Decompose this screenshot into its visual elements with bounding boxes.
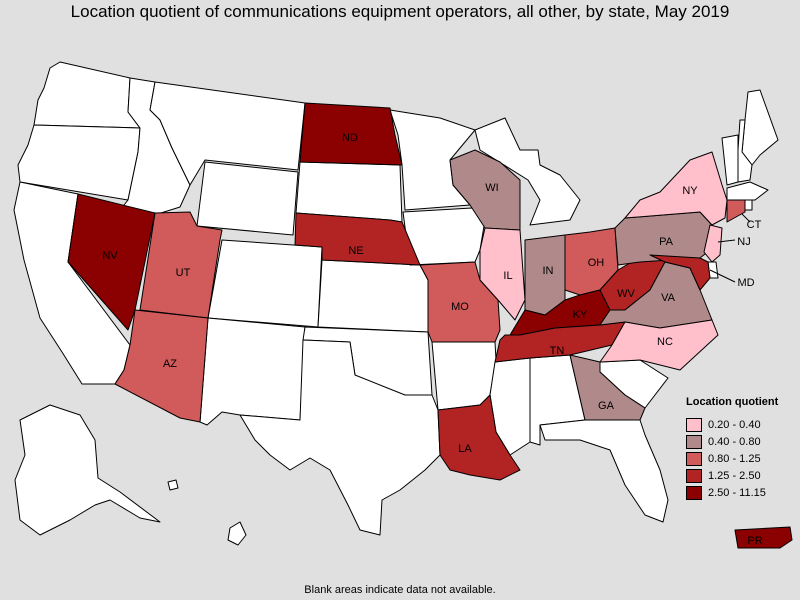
legend-item: 0.80 - 1.25	[686, 450, 778, 467]
state-ri[interactable]	[744, 199, 753, 211]
label-ga: GA	[598, 400, 615, 412]
state-tx[interactable]	[239, 339, 441, 536]
label-nc: NC	[657, 336, 673, 348]
state-ct[interactable]	[726, 199, 746, 223]
legend-item: 2.50 - 11.15	[686, 484, 778, 501]
state-mo[interactable]	[419, 261, 501, 343]
label-mo: MO	[451, 301, 469, 313]
label-ny: NY	[682, 185, 698, 197]
state-mi[interactable]	[474, 117, 581, 226]
map-title: Location quotient of communications equi…	[70, 2, 730, 21]
label-leader-lines	[709, 213, 751, 283]
legend-swatch	[686, 485, 702, 500]
label-tn: TN	[550, 345, 565, 357]
legend-label: 0.80 - 1.25	[708, 452, 761, 465]
legend-item: 0.20 - 0.40	[686, 416, 778, 433]
state-hi[interactable]	[167, 479, 179, 491]
label-oh: OH	[588, 257, 605, 269]
state-ma[interactable]	[726, 181, 769, 201]
state-ga[interactable]	[569, 354, 646, 421]
footnote: Blank areas indicate data not available.	[304, 584, 496, 596]
label-ky: KY	[573, 309, 588, 321]
state-ut[interactable]	[139, 211, 223, 319]
state-nm[interactable]	[199, 317, 306, 426]
label-az: AZ	[163, 358, 177, 370]
legend-swatch	[686, 468, 702, 483]
state-nc[interactable]	[599, 319, 719, 371]
label-nj: NJ	[737, 236, 750, 248]
state-ny[interactable]	[624, 151, 728, 226]
map-legend: Location quotient 0.20 - 0.40 0.40 - 0.8…	[686, 396, 778, 501]
state-fl[interactable]	[539, 419, 669, 523]
legend-label: 1.25 - 2.50	[708, 469, 761, 482]
state-sd[interactable]	[295, 161, 403, 223]
label-ct: CT	[747, 219, 762, 231]
legend-title: Location quotient	[686, 396, 779, 408]
legend-swatch	[686, 451, 702, 466]
legend-swatch	[686, 417, 702, 432]
label-il: IL	[503, 270, 512, 282]
legend-item: 0.40 - 0.80	[686, 433, 778, 450]
label-ne: NE	[348, 245, 363, 257]
state-nj[interactable]	[703, 224, 723, 263]
state-wa[interactable]	[33, 61, 141, 129]
legend-label: 2.50 - 11.15	[708, 486, 766, 499]
legend-label: 0.40 - 0.80	[708, 435, 761, 448]
state-wy[interactable]	[196, 161, 299, 236]
state-ne[interactable]	[294, 212, 421, 266]
label-wi: WI	[485, 182, 498, 194]
label-md: MD	[737, 277, 754, 289]
legend-swatch	[686, 434, 702, 449]
state-nv[interactable]	[67, 193, 156, 331]
label-nd: ND	[342, 132, 358, 144]
state-la[interactable]	[437, 394, 521, 481]
state-pr[interactable]	[734, 526, 793, 549]
label-nv: NV	[102, 250, 118, 262]
label-la: LA	[458, 443, 472, 455]
state-ak[interactable]	[14, 404, 161, 536]
label-in: IN	[543, 265, 554, 277]
state-ks[interactable]	[317, 259, 429, 333]
state-vt[interactable]	[721, 134, 739, 186]
state-co[interactable]	[207, 239, 323, 328]
legend-item: 1.25 - 2.50	[686, 467, 778, 484]
state-me[interactable]	[741, 89, 779, 166]
legend-label: 0.20 - 0.40	[708, 418, 761, 431]
state-il[interactable]	[479, 227, 526, 321]
label-pr: PR	[747, 535, 762, 547]
label-va: VA	[661, 292, 676, 304]
label-ut: UT	[176, 267, 191, 279]
label-wv: WV	[617, 288, 635, 300]
state-az[interactable]	[114, 309, 209, 423]
state-hi-big[interactable]	[227, 521, 247, 546]
label-pa: PA	[659, 236, 674, 248]
state-md[interactable]	[649, 254, 711, 291]
state-nd[interactable]	[299, 102, 403, 166]
